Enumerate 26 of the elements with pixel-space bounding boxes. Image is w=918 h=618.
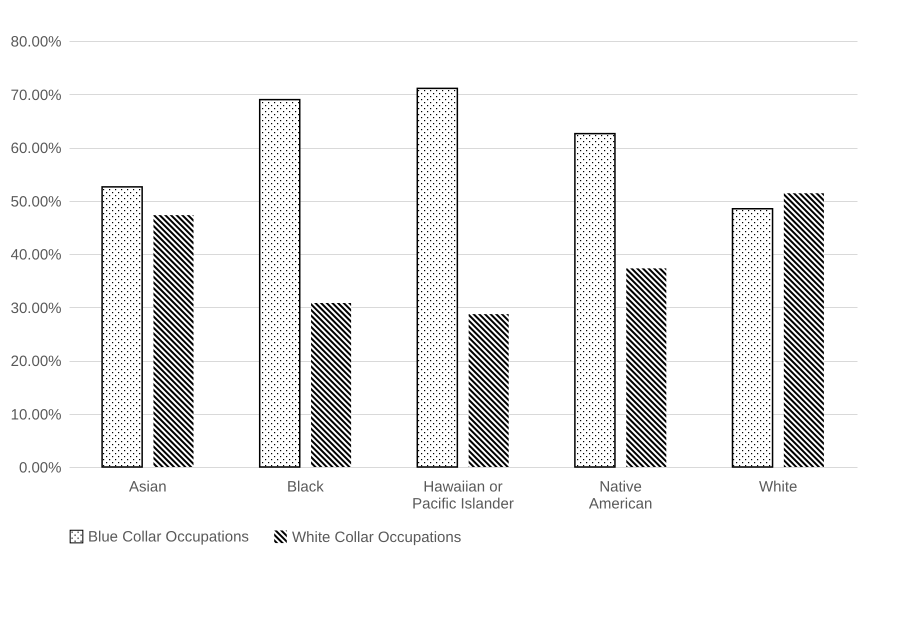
bar — [574, 132, 616, 468]
x-tick-label: White — [759, 478, 798, 496]
bar — [416, 88, 458, 468]
bar — [732, 208, 774, 468]
x-tick-label: Asian — [129, 478, 167, 496]
legend-label: White Collar Occupations — [292, 528, 462, 546]
y-tick-label: 80.00% — [10, 34, 62, 50]
y-tick-label: 70.00% — [10, 86, 62, 104]
y-tick-label: 0.00% — [18, 460, 62, 476]
x-tick-label: Native American — [588, 478, 652, 512]
y-tick-label: 50.00% — [10, 193, 62, 210]
bar — [153, 215, 194, 467]
bar — [311, 302, 352, 467]
y-tick-label: 40.00% — [10, 246, 62, 264]
y-tick-label: 20.00% — [10, 353, 62, 370]
x-tick-label: Black — [287, 478, 324, 496]
x-tick-label: Hawaiian or Pacific Islander — [412, 478, 514, 512]
bar — [258, 98, 300, 468]
bar — [468, 314, 509, 467]
bar — [101, 186, 143, 468]
bar — [784, 193, 824, 467]
y-tick-label: 10.00% — [10, 406, 62, 424]
y-tick-label: 30.00% — [10, 300, 62, 317]
y-tick-label: 60.00% — [10, 140, 62, 157]
legend-label: Blue Collar Occupations — [88, 528, 249, 546]
bar — [626, 268, 666, 467]
